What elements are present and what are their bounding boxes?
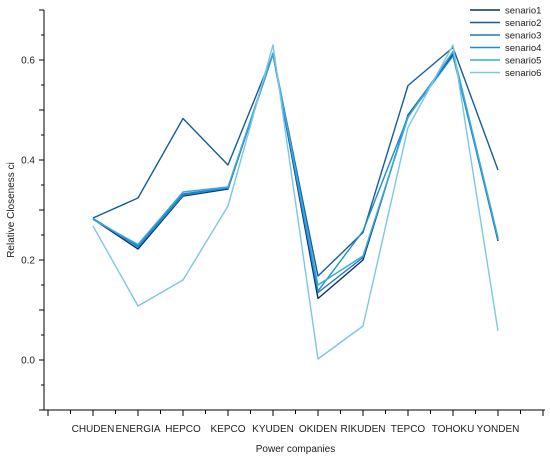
legend-label-senario3: senario3 (505, 31, 541, 42)
x-tick-label: YONDEN (477, 424, 520, 435)
series-lines (92, 44, 499, 360)
y-tick-label: 0.2 (21, 256, 35, 267)
x-ticks: CHUDEN ENERGIA HEPCO KEPCO KYUDEN OKIDEN RIKUD… (47, 410, 544, 435)
x-tick-label: KYUDEN (252, 424, 294, 435)
legend-label-senario2: senario2 (505, 18, 541, 29)
x-tick-label: OKIDEN (299, 424, 337, 435)
x-tick-label: HEPCO (165, 424, 201, 435)
series-line-senario5 (92, 50, 499, 286)
x-tick-label: ENERGIA (115, 424, 160, 435)
legend-label-senario1: senario1 (505, 6, 541, 17)
legend-label-senario6: senario6 (505, 68, 541, 79)
y-tick-label: 0.4 (21, 156, 35, 167)
y-tick-label: 0.6 (21, 56, 35, 67)
x-tick-label: KEPCO (210, 424, 245, 435)
x-tick-label: TOHOKU (432, 424, 475, 435)
series-line-senario2 (92, 46, 499, 277)
x-tick-label: RIKUDEN (340, 424, 385, 435)
legend-label-senario4: senario4 (505, 43, 541, 54)
y-axis-title: Relative Closeness ci (6, 162, 17, 258)
y-tick-label: 0.0 (21, 356, 35, 367)
legend-label-senario5: senario5 (505, 56, 541, 67)
axes (43, 10, 545, 411)
series-line-senario6 (92, 44, 499, 360)
x-tick-label: TEPCO (391, 424, 426, 435)
x-tick-label: CHUDEN (72, 424, 115, 435)
y-ticks: 0.0 0.2 0.4 0.6 (21, 9, 44, 411)
x-axis-title: Power companies (256, 444, 335, 455)
